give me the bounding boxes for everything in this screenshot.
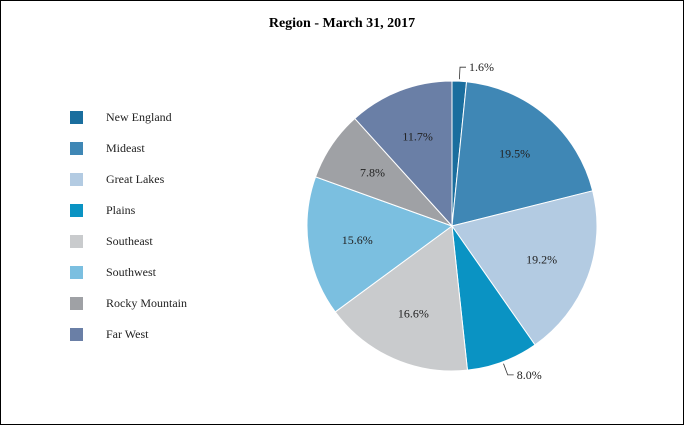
pie-slice-far-west [354,80,453,228]
legend-swatch [70,297,83,310]
chart-title: Region - March 31, 2017 [268,16,416,31]
legend-swatch [70,173,83,186]
data-label-southeast: 16.6% [398,307,429,321]
legend-swatch [70,142,83,155]
legend-swatch [70,328,83,341]
data-label-new-england: 1.6% [469,60,494,74]
pie-slice-southwest [306,176,454,313]
data-label-rocky-mountain: 7.8% [360,166,385,180]
leader-line-new-england [459,66,466,80]
legend-label: New England [106,110,172,124]
pie-slice-great-lakes [451,190,598,346]
legend-swatch [70,111,83,124]
leader-line-plains [503,363,514,376]
legend-label: Great Lakes [106,172,165,186]
data-label-mideast: 19.5% [499,147,530,161]
legend-swatch [70,235,83,248]
pie-slice-southeast [334,225,469,372]
pie-slice-mideast [451,81,594,227]
data-label-plains: 8.0% [517,368,542,382]
data-label-southwest: 15.6% [342,233,373,247]
data-label-great-lakes: 19.2% [526,253,557,267]
legend-label: Plains [106,203,136,217]
legend-label: Southwest [106,265,157,279]
legend-label: Rocky Mountain [106,296,187,310]
legend-label: Mideast [106,141,145,155]
data-label-far-west: 11.7% [402,130,433,144]
legend-label: Far West [106,327,149,341]
legend-swatch [70,204,83,217]
legend-label: Southeast [106,234,153,248]
legend-swatch [70,266,83,279]
